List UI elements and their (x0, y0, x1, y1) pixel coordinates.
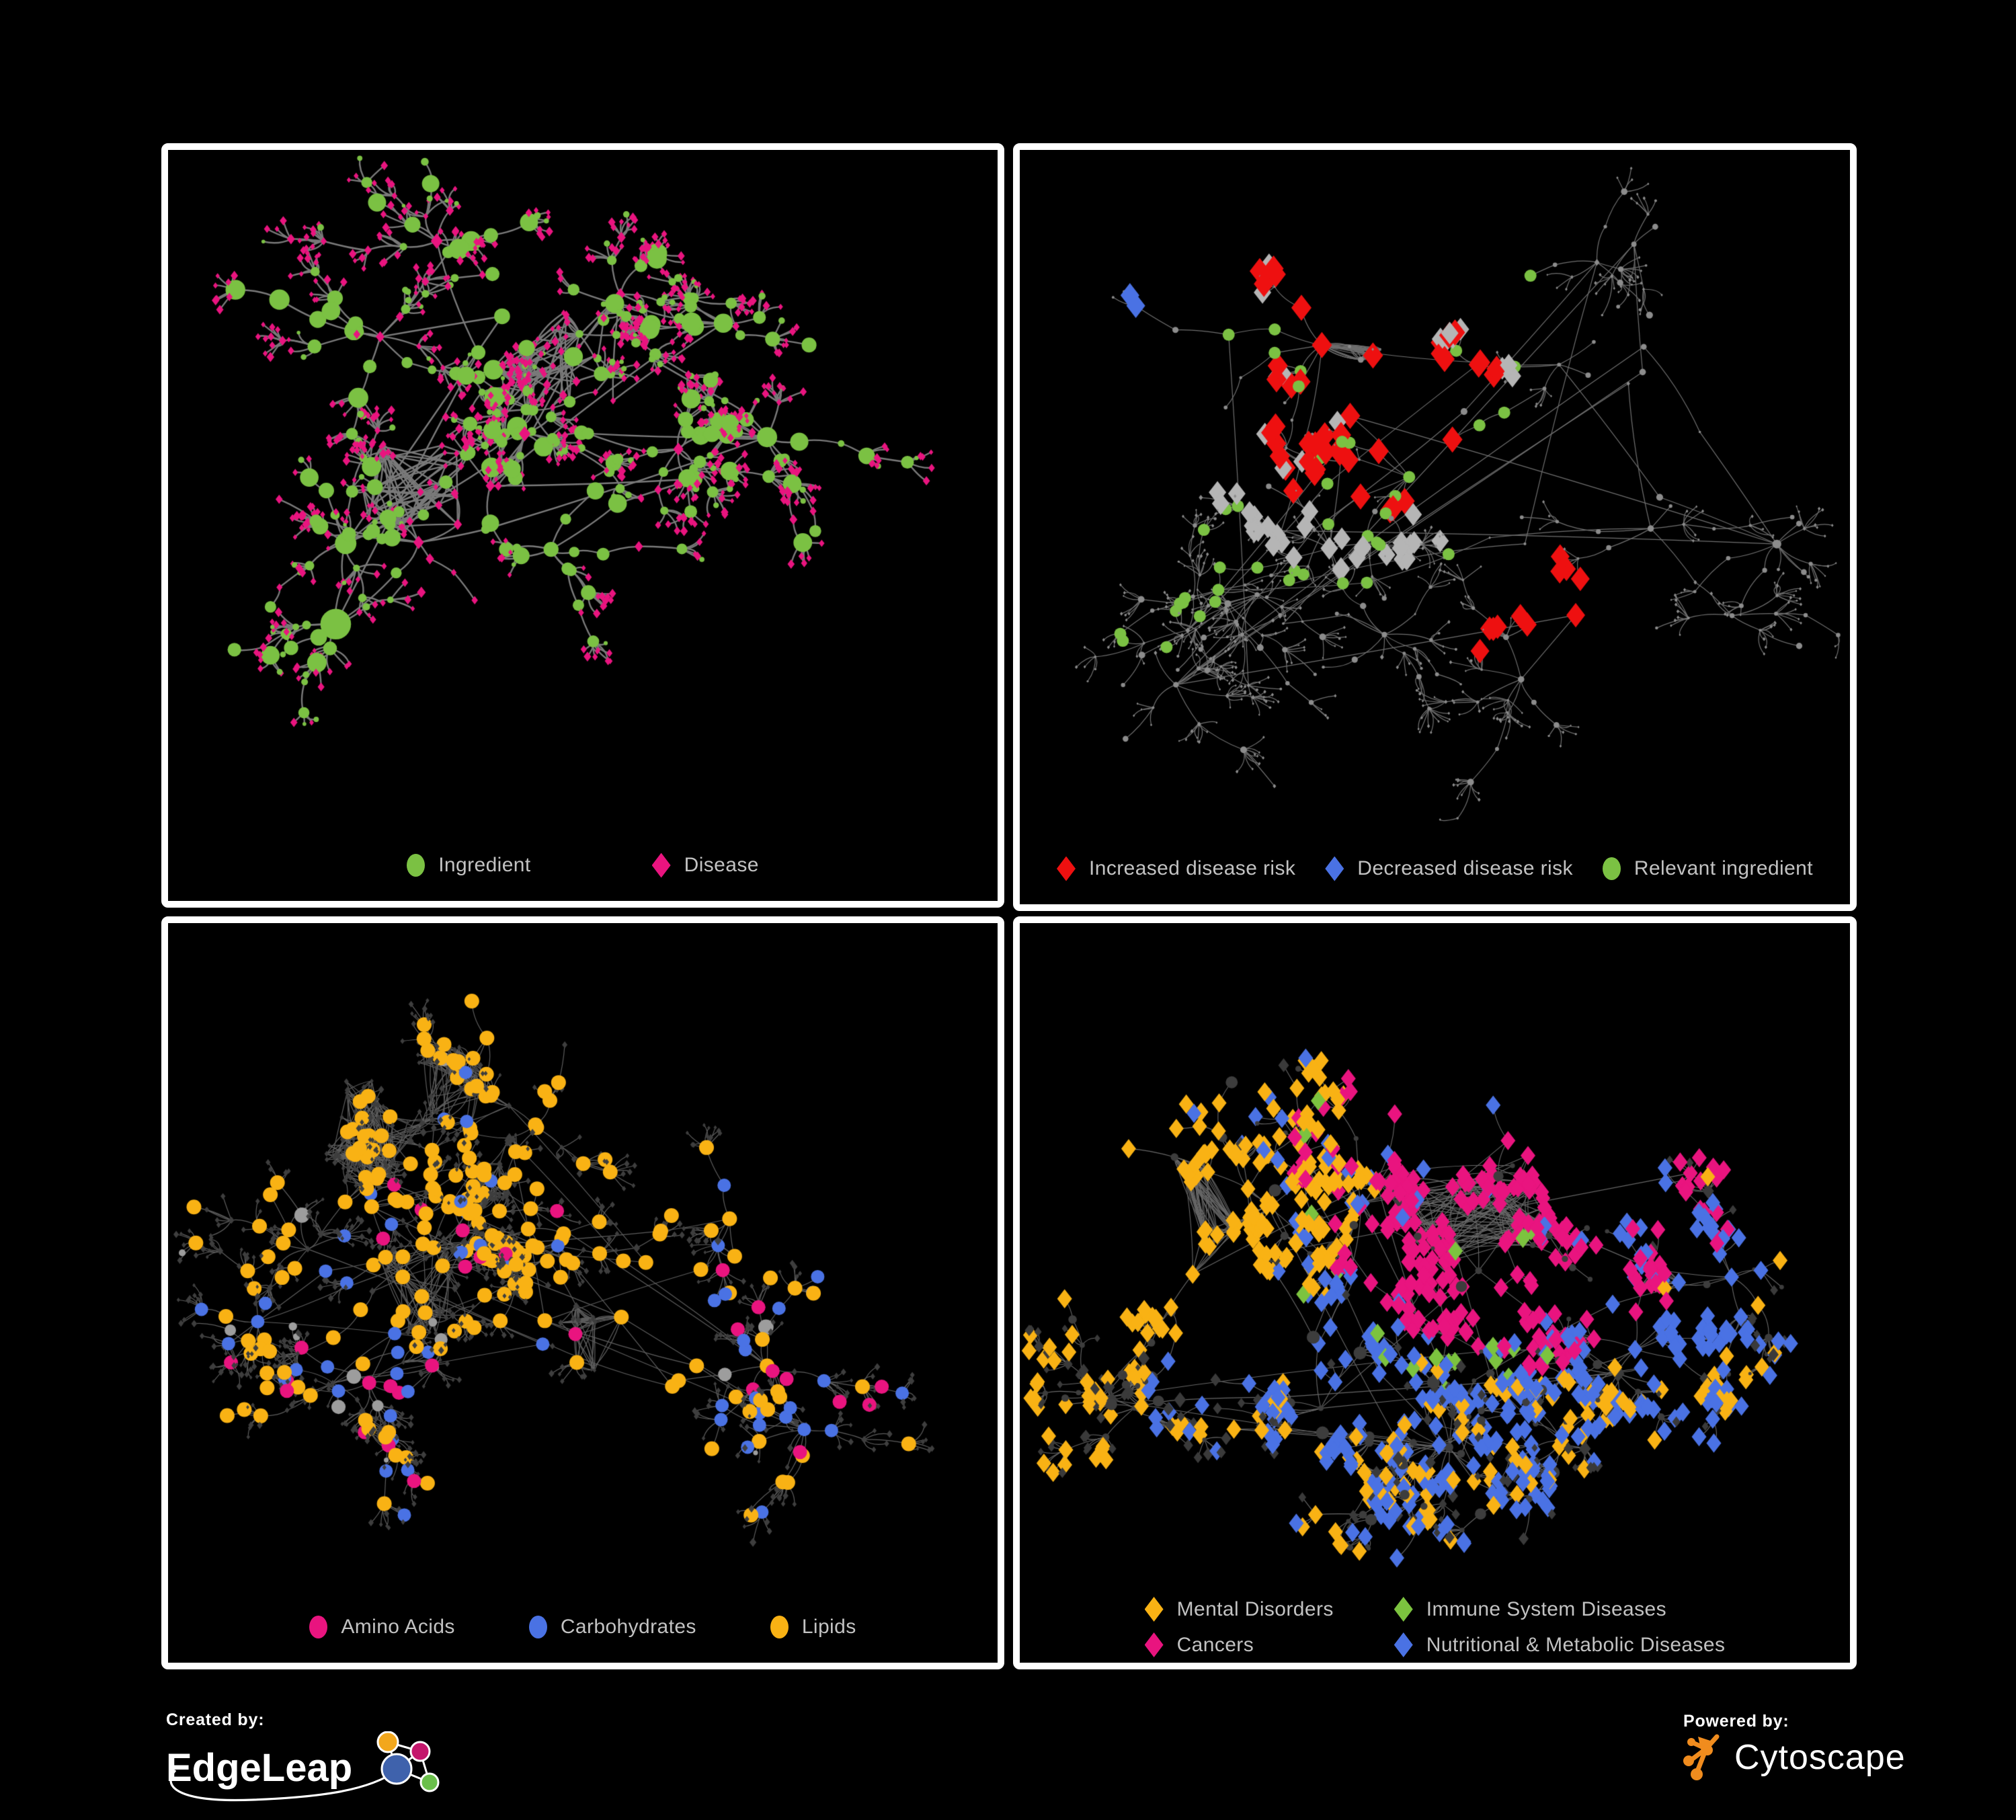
legend-label: Decreased disease risk (1357, 857, 1573, 879)
cytoscape-icon-node (1691, 1768, 1703, 1780)
decreased-risk-swatch (1325, 856, 1344, 881)
cytoscape-icon-node (1683, 1755, 1694, 1766)
legend-item: Cancers (1144, 1632, 1254, 1657)
legend-item: Lipids (770, 1616, 856, 1638)
edgeleap-node-blue (380, 1753, 413, 1785)
cytoscape-logo-row: Cytoscape (1683, 1734, 1966, 1781)
metabolic-diseases-swatch (1394, 1632, 1413, 1657)
edgeleap-node-orange (376, 1731, 399, 1753)
relevant-ingredient-swatch (1602, 857, 1621, 880)
mental-disorders-swatch (1144, 1597, 1164, 1622)
cancers-swatch (1144, 1632, 1164, 1657)
legend-item: Relevant ingredient (1602, 857, 1813, 880)
edgeleap-swoosh (169, 1769, 398, 1802)
cytoscape-wordmark: Cytoscape (1734, 1738, 1906, 1777)
legend-item: Ingredient (407, 854, 530, 877)
cytoscape-logo-icon (1683, 1734, 1720, 1780)
amino-acids-swatch (309, 1616, 328, 1638)
powered-by-label: Powered by: (1683, 1712, 1789, 1731)
legend-label: Lipids (801, 1616, 856, 1638)
created-by-label: Created by: (166, 1710, 265, 1729)
legend-disease-classes: Mental Disorders Immune System Diseases … (1020, 1591, 1850, 1663)
disease-swatch (651, 853, 671, 878)
disease-risk-network (1020, 150, 1850, 833)
ingredient-disease-network (168, 150, 998, 830)
legend-label: Increased disease risk (1089, 857, 1296, 879)
panel-disease-classes: Mental Disorders Immune System Diseases … (1013, 916, 1857, 1669)
edgeleap-brand: Created by: EdgeLeap (166, 1710, 475, 1811)
cytoscape-icon-node (1687, 1738, 1695, 1746)
legend-label: Ingredient (438, 854, 531, 876)
cytoscape-icon-node (1702, 1745, 1713, 1755)
legend-item: Decreased disease risk (1325, 856, 1573, 881)
disease-classes-network (1020, 923, 1850, 1591)
edgeleap-node-magenta (409, 1741, 431, 1762)
legend-label: Relevant ingredient (1634, 857, 1813, 879)
immune-diseases-swatch (1394, 1597, 1413, 1622)
legend-grid: Mental Disorders Immune System Diseases … (1144, 1597, 1726, 1657)
macronutrients-network (168, 923, 998, 1591)
edgeleap-node-green (419, 1772, 440, 1792)
legend-label: Nutritional & Metabolic Diseases (1426, 1633, 1726, 1656)
legend-disease-risk: Increased disease risk Decreased disease… (1020, 833, 1850, 904)
panel-disease-risk: Increased disease risk Decreased disease… (1013, 143, 1857, 911)
legend-ingredient-disease: Ingredient Disease (168, 830, 998, 901)
ingredient-swatch (407, 854, 426, 877)
edgeleap-wordmark: EdgeLeap (166, 1746, 352, 1790)
legend-item: Increased disease risk (1057, 856, 1296, 881)
carbohydrates-swatch (528, 1616, 547, 1638)
legend-item: Nutritional & Metabolic Diseases (1394, 1632, 1726, 1657)
panel-ingredient-disease: Ingredient Disease (161, 143, 1004, 908)
legend-label: Disease (684, 854, 759, 876)
legend-label: Carbohydrates (560, 1616, 696, 1638)
legend-label: Immune System Diseases (1426, 1597, 1666, 1620)
legend-item: Mental Disorders (1144, 1597, 1334, 1622)
legend-label: Amino Acids (341, 1616, 455, 1638)
lipids-swatch (770, 1616, 789, 1638)
legend-macronutrients: Amino Acids Carbohydrates Lipids (168, 1591, 998, 1663)
legend-item: Carbohydrates (528, 1616, 696, 1638)
increased-risk-swatch (1057, 856, 1076, 881)
legend-item: Disease (651, 853, 759, 878)
cytoscape-brand: Powered by: Cytoscape (1683, 1712, 1966, 1806)
panel-macronutrients: Amino Acids Carbohydrates Lipids (161, 916, 1004, 1669)
edgeleap-logo: EdgeLeap (166, 1731, 440, 1802)
legend-label: Cancers (1176, 1633, 1254, 1656)
legend-item: Amino Acids (309, 1616, 454, 1638)
legend-item: Immune System Diseases (1394, 1597, 1666, 1622)
legend-label: Mental Disorders (1176, 1597, 1334, 1620)
